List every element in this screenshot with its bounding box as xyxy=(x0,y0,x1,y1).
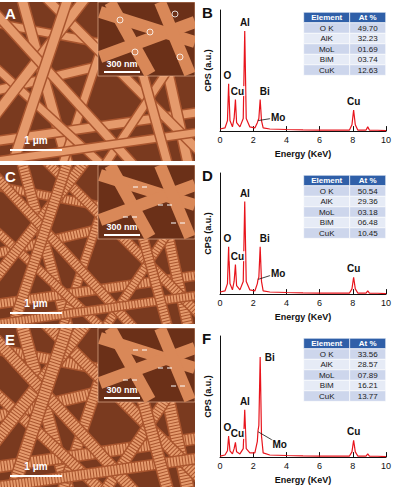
svg-text:03.18: 03.18 xyxy=(358,208,379,217)
svg-text:Al: Al xyxy=(240,188,250,199)
svg-text:300 nm: 300 nm xyxy=(106,385,137,395)
svg-text:MoL: MoL xyxy=(319,371,335,380)
svg-text:1 μm: 1 μm xyxy=(24,298,47,309)
svg-text:16.21: 16.21 xyxy=(358,381,379,390)
svg-text:CuK: CuK xyxy=(319,229,335,238)
svg-text:50.54: 50.54 xyxy=(358,187,379,196)
svg-text:6: 6 xyxy=(317,461,322,471)
svg-text:O K: O K xyxy=(320,187,334,196)
svg-text:CPS (a.u.): CPS (a.u.) xyxy=(203,375,213,418)
svg-text:MoL: MoL xyxy=(319,45,335,54)
svg-text:2: 2 xyxy=(251,135,256,145)
svg-text:A: A xyxy=(5,5,16,22)
svg-text:Element: Element xyxy=(311,13,342,22)
svg-text:8: 8 xyxy=(350,461,355,471)
svg-text:BiM: BiM xyxy=(320,218,334,227)
svg-text:E: E xyxy=(5,331,15,348)
svg-text:Mo: Mo xyxy=(271,268,285,279)
svg-text:Cu: Cu xyxy=(231,251,244,262)
svg-text:Mo: Mo xyxy=(273,439,287,450)
svg-text:10.45: 10.45 xyxy=(358,229,379,238)
svg-text:At %: At % xyxy=(359,176,377,185)
svg-text:Cu: Cu xyxy=(231,86,244,97)
svg-text:8: 8 xyxy=(350,135,355,145)
svg-text:Mo: Mo xyxy=(271,112,285,123)
svg-text:300 nm: 300 nm xyxy=(106,59,137,69)
svg-text:49.70: 49.70 xyxy=(358,24,379,33)
svg-text:F: F xyxy=(202,330,211,347)
svg-text:CuK: CuK xyxy=(319,392,335,401)
svg-text:10: 10 xyxy=(381,135,391,145)
svg-text:07.89: 07.89 xyxy=(358,371,379,380)
svg-text:29.36: 29.36 xyxy=(358,197,379,206)
svg-text:03.74: 03.74 xyxy=(358,55,379,64)
svg-text:Bi: Bi xyxy=(265,352,275,363)
svg-text:2: 2 xyxy=(251,461,256,471)
svg-text:C: C xyxy=(5,168,16,185)
svg-text:2: 2 xyxy=(251,298,256,308)
svg-text:At %: At % xyxy=(359,339,377,348)
svg-text:AlK: AlK xyxy=(320,34,333,43)
svg-text:Cu: Cu xyxy=(231,428,244,439)
svg-text:BiM: BiM xyxy=(320,55,334,64)
svg-text:BiM: BiM xyxy=(320,381,334,390)
svg-text:10: 10 xyxy=(381,461,391,471)
svg-text:Element: Element xyxy=(311,339,342,348)
svg-text:Cu: Cu xyxy=(347,426,360,437)
svg-text:32.23: 32.23 xyxy=(358,34,379,43)
svg-text:MoL: MoL xyxy=(319,208,335,217)
svg-text:1 μm: 1 μm xyxy=(24,461,47,472)
svg-text:Cu: Cu xyxy=(347,263,360,274)
svg-text:0: 0 xyxy=(217,135,222,145)
svg-text:CPS (a.u.): CPS (a.u.) xyxy=(203,212,213,255)
svg-text:Al: Al xyxy=(240,17,250,28)
svg-text:4: 4 xyxy=(284,461,289,471)
svg-text:B: B xyxy=(202,4,213,21)
svg-text:D: D xyxy=(202,167,213,184)
svg-text:33.56: 33.56 xyxy=(358,350,379,359)
svg-text:O: O xyxy=(224,233,232,244)
svg-text:06.48: 06.48 xyxy=(358,218,379,227)
svg-text:8: 8 xyxy=(350,298,355,308)
svg-text:6: 6 xyxy=(317,135,322,145)
svg-text:Energy (KeV): Energy (KeV) xyxy=(275,475,332,485)
svg-text:AlK: AlK xyxy=(320,360,333,369)
svg-text:13.77: 13.77 xyxy=(358,392,379,401)
svg-text:Bi: Bi xyxy=(260,86,270,97)
svg-text:300 nm: 300 nm xyxy=(106,222,137,232)
svg-text:Energy (KeV): Energy (KeV) xyxy=(275,312,332,322)
svg-text:01.69: 01.69 xyxy=(358,45,379,54)
svg-text:O K: O K xyxy=(320,24,334,33)
svg-text:At %: At % xyxy=(359,13,377,22)
svg-text:Energy (KeV): Energy (KeV) xyxy=(275,149,332,159)
svg-text:6: 6 xyxy=(317,298,322,308)
svg-text:28.57: 28.57 xyxy=(358,360,379,369)
svg-text:O: O xyxy=(224,70,232,81)
svg-text:0: 0 xyxy=(217,461,222,471)
svg-text:O K: O K xyxy=(320,350,334,359)
svg-text:Cu: Cu xyxy=(347,96,360,107)
svg-text:AlK: AlK xyxy=(320,197,333,206)
svg-text:CuK: CuK xyxy=(319,66,335,75)
svg-text:Bi: Bi xyxy=(260,233,270,244)
svg-text:4: 4 xyxy=(284,298,289,308)
svg-text:0: 0 xyxy=(217,298,222,308)
svg-text:1 μm: 1 μm xyxy=(24,135,47,146)
svg-text:Al: Al xyxy=(240,396,250,407)
svg-text:4: 4 xyxy=(284,135,289,145)
svg-text:10: 10 xyxy=(381,298,391,308)
svg-text:CPS (a.u.): CPS (a.u.) xyxy=(203,49,213,92)
svg-text:12.63: 12.63 xyxy=(358,66,379,75)
svg-text:O: O xyxy=(223,422,232,434)
svg-text:Element: Element xyxy=(311,176,342,185)
